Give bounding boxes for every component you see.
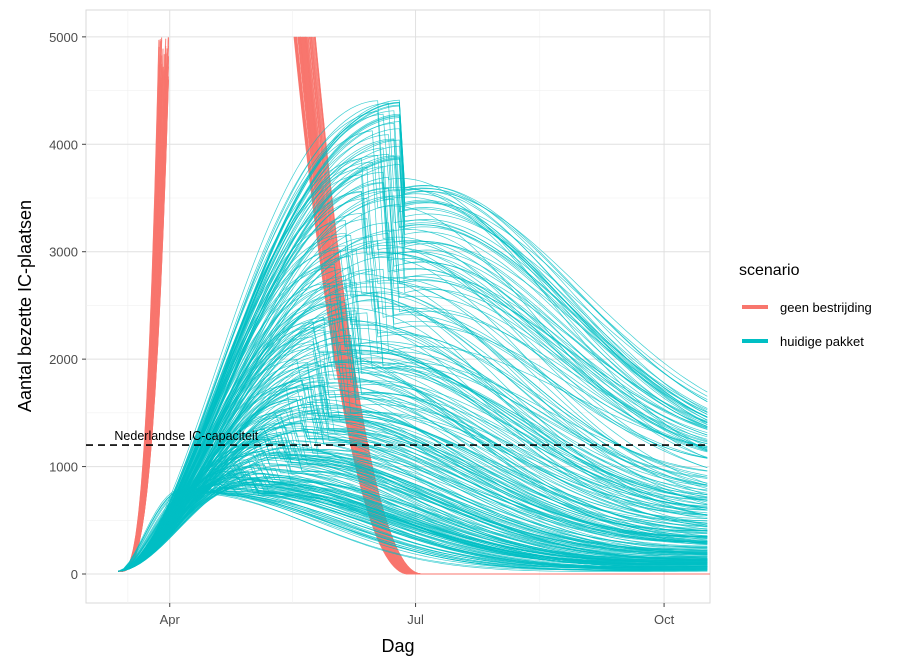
series-line-huidige-pakket [118,340,708,572]
series-line-huidige-pakket [118,448,708,572]
series-line-huidige-pakket [118,330,708,572]
series-line-huidige-pakket [118,268,708,572]
series-line-huidige-pakket [118,238,708,572]
y-tick-label: 1000 [49,460,78,475]
series-line-huidige-pakket [118,451,708,572]
series-line-huidige-pakket [118,236,708,572]
series-line-huidige-pakket [118,280,708,572]
series-line-huidige-pakket [118,423,708,572]
series-line-huidige-pakket [118,484,708,572]
series-line-huidige-pakket [118,391,708,572]
series-line-huidige-pakket [118,412,708,572]
series-line-huidige-pakket [118,316,708,572]
series-line-huidige-pakket [118,386,708,572]
series-line-huidige-pakket [118,483,708,572]
series-line-huidige-pakket [118,100,708,572]
series-line-huidige-pakket [118,232,708,572]
y-tick-label: 0 [71,567,78,582]
series-line-huidige-pakket [118,158,708,572]
series-line-huidige-pakket [118,293,708,572]
series-line-huidige-pakket [118,317,708,572]
series-line-huidige-pakket [118,318,708,572]
x-axis-title: Dag [381,636,414,656]
y-tick-label: 4000 [49,137,78,152]
capacity-label: Nederlandse IC-capaciteit [114,429,258,443]
series-line-huidige-pakket [118,104,708,572]
x-axis-ticks: Apr Jul Oct [160,603,675,627]
series-line-huidige-pakket [118,443,708,572]
series-line-huidige-pakket [118,101,708,572]
series-line-huidige-pakket [118,195,708,572]
series-line-huidige-pakket [118,364,708,572]
series-line-huidige-pakket [118,352,708,572]
y-tick-label: 3000 [49,245,78,260]
series-line-huidige-pakket [118,326,708,572]
series-line-huidige-pakket [118,398,708,572]
series-line-geen-bestrijding [298,36,705,575]
series-line-huidige-pakket [118,485,708,572]
series-line-huidige-pakket [118,464,708,572]
series-line-huidige-pakket [118,266,708,572]
series-line-huidige-pakket [118,102,708,572]
series-line-huidige-pakket [118,436,708,572]
x-tick-label: Jul [407,612,424,627]
series-line-huidige-pakket [118,182,708,572]
series-line-huidige-pakket [118,432,708,572]
series-line-huidige-pakket [118,281,708,572]
series-line-huidige-pakket [118,204,708,572]
x-tick-label: Oct [654,612,675,627]
legend: scenario geen bestrijding huidige pakket [739,262,872,349]
series-line-huidige-pakket [118,113,708,572]
y-axis-ticks: 0 1000 2000 3000 4000 5000 [49,30,86,582]
series-line-huidige-pakket [118,379,708,572]
series-line-huidige-pakket [118,464,708,572]
series-line-huidige-pakket [118,153,708,572]
legend-label-huidige-pakket: huidige pakket [780,334,864,349]
series-line-huidige-pakket [118,264,708,572]
series-line-huidige-pakket [118,174,708,572]
series-huidige-pakket [118,99,708,572]
series-line-huidige-pakket [118,164,708,572]
series-line-huidige-pakket [118,121,708,572]
y-tick-label: 2000 [49,352,78,367]
legend-title: scenario [739,262,800,279]
series-line-huidige-pakket [118,474,708,572]
legend-label-geen-bestrijding: geen bestrijding [780,300,872,315]
series-line-huidige-pakket [118,139,708,572]
series-line-huidige-pakket [118,147,708,572]
y-axis-title: Aantal bezette IC-plaatsen [15,200,35,412]
series-line-huidige-pakket [118,442,708,572]
series-line-huidige-pakket [118,482,708,572]
series-line-huidige-pakket [118,242,708,572]
y-tick-label: 5000 [49,30,78,45]
series-line-huidige-pakket [118,486,708,572]
series-line-huidige-pakket [118,252,708,572]
x-tick-label: Apr [160,612,181,627]
